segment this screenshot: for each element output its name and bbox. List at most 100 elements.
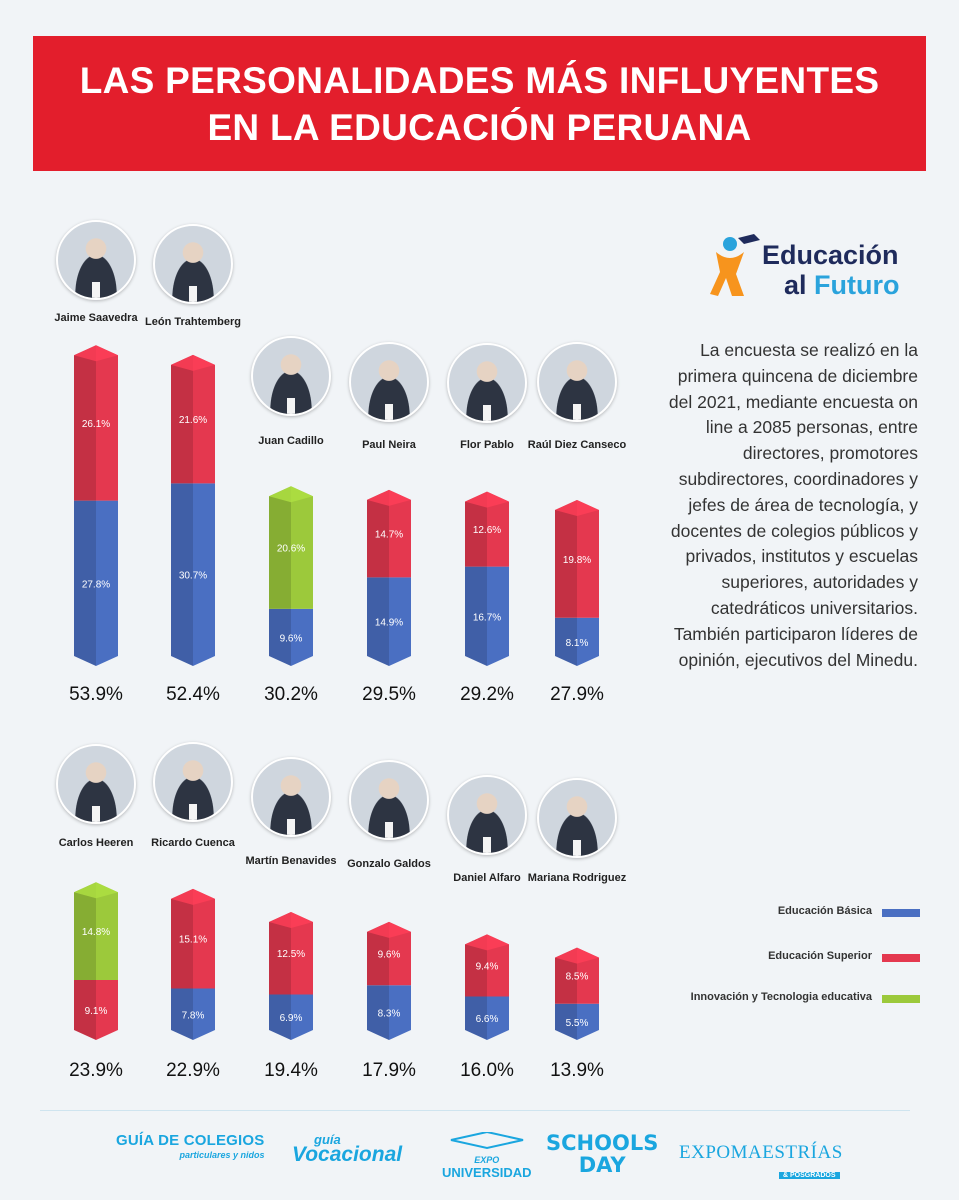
avatar-collar	[92, 282, 100, 298]
segment-label-superior: 12.5%	[277, 949, 305, 960]
person-card: Mariana Rodriguez	[517, 778, 637, 884]
maestrias-title: EXPOMAESTRÍAS	[679, 1142, 843, 1163]
logo-futuro: Futuro	[814, 270, 900, 300]
total-percentage: 29.5%	[362, 684, 416, 705]
segment-label-basica: 8.3%	[378, 1009, 401, 1020]
expo-small: EXPO	[474, 1155, 500, 1165]
bar-segment-basica-right-face	[487, 566, 509, 666]
bar-segment-superior-right-face	[193, 888, 215, 989]
avatar-collar	[189, 804, 197, 820]
segment-label-innovacion: 14.8%	[82, 927, 110, 938]
avatar-collar	[287, 398, 295, 414]
bar-segment-superior	[367, 921, 411, 986]
logo-guia-vocacional: guía Vocacional	[292, 1132, 402, 1167]
bar-5	[555, 499, 599, 666]
bar-9	[367, 921, 411, 1040]
legend-innovacion-label: Innovación y Tecnologia educativa	[690, 991, 872, 1003]
logo-expo-universidad: EXPO UNIVERSIDAD	[442, 1130, 532, 1180]
survey-description: La encuesta se realizó en la primera qui…	[668, 340, 918, 670]
segment-label-basica: 30.7%	[179, 571, 207, 582]
bar-segment-basica	[465, 996, 509, 1040]
bar-segment-basica-left-face	[555, 617, 577, 666]
bar-segment-superior-right-face	[389, 489, 411, 578]
avatar	[447, 775, 527, 855]
bar-top-cap	[269, 911, 313, 928]
bar-segment-innovacion	[74, 882, 118, 980]
total-percentage: 53.9%	[69, 684, 123, 705]
avatar-collar	[385, 822, 393, 838]
person-card: Martín Benavides	[231, 757, 351, 867]
person-name: Jaime Saavedra	[54, 312, 138, 324]
bar-segment-superior-left-face	[171, 354, 193, 484]
avatar-collar	[483, 405, 491, 421]
avatar-collar	[385, 404, 393, 420]
segment-label-basica: 27.8%	[82, 579, 110, 590]
bar-1	[171, 354, 215, 666]
person-card: Jaime Saavedra	[36, 220, 156, 324]
avatar	[349, 760, 429, 840]
bar-segment-basica-left-face	[269, 994, 291, 1040]
bar-segment-basica-right-face	[389, 577, 411, 666]
person-card: Flor Pablo	[427, 343, 547, 451]
bar-segment-superior-right-face	[577, 499, 599, 618]
bar-0	[74, 345, 118, 666]
logo-schools-day: SCHOOLS DAY	[546, 1132, 658, 1176]
legend-basica-swatch	[882, 909, 920, 917]
person-name: Carlos Heeren	[58, 837, 134, 849]
segment-label-superior: 26.1%	[82, 419, 110, 430]
title-banner: LAS PERSONALIDADES MÁS INFLUYENTES EN LA…	[33, 36, 926, 171]
segment-label-superior: 21.6%	[179, 415, 207, 426]
bar-segment-superior-right-face	[389, 921, 411, 986]
bar-segment-superior-right-face	[96, 979, 118, 1040]
avatar	[349, 342, 429, 422]
bar-top-cap	[74, 882, 118, 899]
legend-superior-label: Educación Superior	[768, 950, 872, 962]
educacion-al-futuro-logo: Educación al Futuro	[708, 230, 923, 302]
bar-segment-basica	[367, 577, 411, 666]
legend-superior: Educación Superior	[620, 948, 920, 968]
bar-segment-basica	[555, 1003, 599, 1040]
segment-label-superior: 9.4%	[476, 961, 499, 972]
avatar	[56, 220, 136, 300]
logo-al: al	[784, 270, 815, 300]
bar-segment-basica-left-face	[74, 500, 96, 666]
segment-label-basica: 16.7%	[473, 612, 501, 623]
bar-segment-superior-left-face	[74, 979, 96, 1040]
bar-segment-basica-right-face	[577, 617, 599, 666]
total-percentage: 23.9%	[69, 1060, 123, 1081]
bar-segment-superior	[465, 934, 509, 997]
bar-segment-basica-right-face	[193, 483, 215, 666]
expo-big: UNIVERSIDAD	[442, 1165, 532, 1180]
legend-innovacion: Innovación y Tecnologia educativa	[620, 989, 920, 1009]
segment-label-superior: 12.6%	[473, 525, 501, 536]
bar-segment-basica	[269, 608, 313, 666]
bar-6	[74, 882, 118, 1040]
bar-top-cap	[171, 354, 215, 371]
bar-segment-basica	[555, 617, 599, 666]
total-percentage: 27.9%	[550, 684, 604, 705]
bar-segment-superior-right-face	[487, 934, 509, 997]
bar-top-cap	[269, 486, 313, 503]
bar-segment-basica-left-face	[367, 985, 389, 1040]
segment-label-superior: 8.5%	[566, 972, 589, 983]
person-name: Flor Pablo	[460, 439, 514, 451]
bar-segment-superior-left-face	[465, 934, 487, 997]
bar-11	[555, 947, 599, 1040]
bar-segment-superior-right-face	[291, 911, 313, 995]
segment-label-superior: 9.1%	[85, 1006, 108, 1017]
bar-segment-basica	[367, 985, 411, 1040]
person-name: Mariana Rodriguez	[527, 872, 627, 884]
bar-segment-basica-right-face	[291, 994, 313, 1040]
segment-label-basica: 8.1%	[566, 638, 589, 649]
bar-segment-superior	[171, 354, 215, 484]
person-name: Raúl Diez Canseco	[527, 439, 627, 451]
bar-top-cap	[74, 345, 118, 362]
vocacional-big: Vocacional	[292, 1143, 403, 1166]
avatar-collar	[573, 404, 581, 420]
bar-segment-basica-right-face	[577, 1003, 599, 1040]
avatar	[447, 343, 527, 423]
bar-segment-superior-left-face	[269, 911, 291, 995]
segment-label-superior: 9.6%	[378, 950, 401, 961]
bar-4	[465, 491, 509, 666]
